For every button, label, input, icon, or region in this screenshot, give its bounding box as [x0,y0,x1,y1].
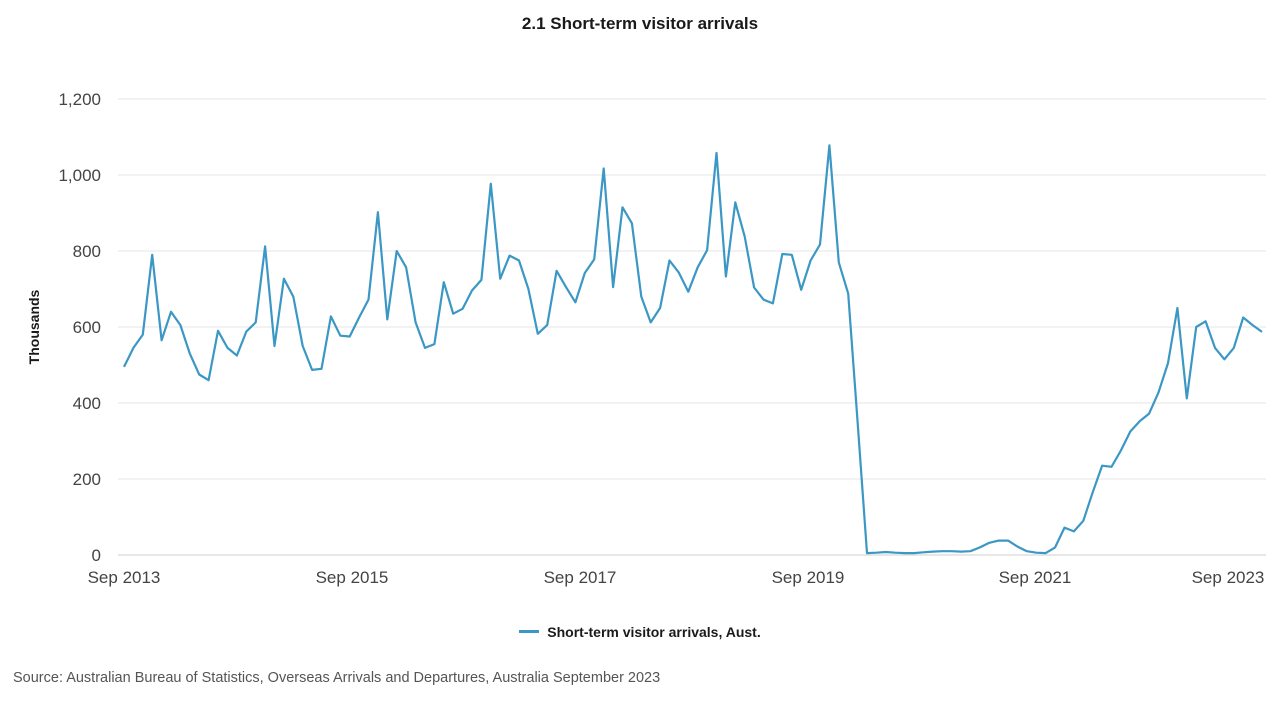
svg-text:0: 0 [92,546,101,565]
gridlines [118,98,1266,556]
source-note: Source: Australian Bureau of Statistics,… [13,670,661,686]
svg-text:200: 200 [73,470,101,489]
svg-text:1,200: 1,200 [58,90,101,109]
legend: Short-term visitor arrivals, Aust. [0,624,1280,640]
series-line [123,144,1263,555]
svg-text:Sep 2023: Sep 2023 [1192,568,1265,587]
legend-label: Short-term visitor arrivals, Aust. [547,624,761,640]
svg-text:Sep 2019: Sep 2019 [772,568,845,587]
y-axis-ticks: 0 200 400 600 800 1,000 1,200 [58,90,101,565]
svg-text:400: 400 [73,394,101,413]
svg-text:Sep 2013: Sep 2013 [88,568,161,587]
legend-swatch-icon [519,629,540,633]
svg-text:600: 600 [73,318,101,337]
svg-text:Sep 2021: Sep 2021 [999,568,1072,587]
x-axis-ticks: Sep 2013 Sep 2015 Sep 2017 Sep 2019 Sep 2021… [88,568,1265,587]
svg-text:Sep 2015: Sep 2015 [316,568,389,587]
svg-text:Sep 2017: Sep 2017 [544,568,617,587]
svg-text:800: 800 [73,242,101,261]
svg-text:1,000: 1,000 [58,166,101,185]
chart-title: 2.1 Short-term visitor arrivals [521,14,759,33]
